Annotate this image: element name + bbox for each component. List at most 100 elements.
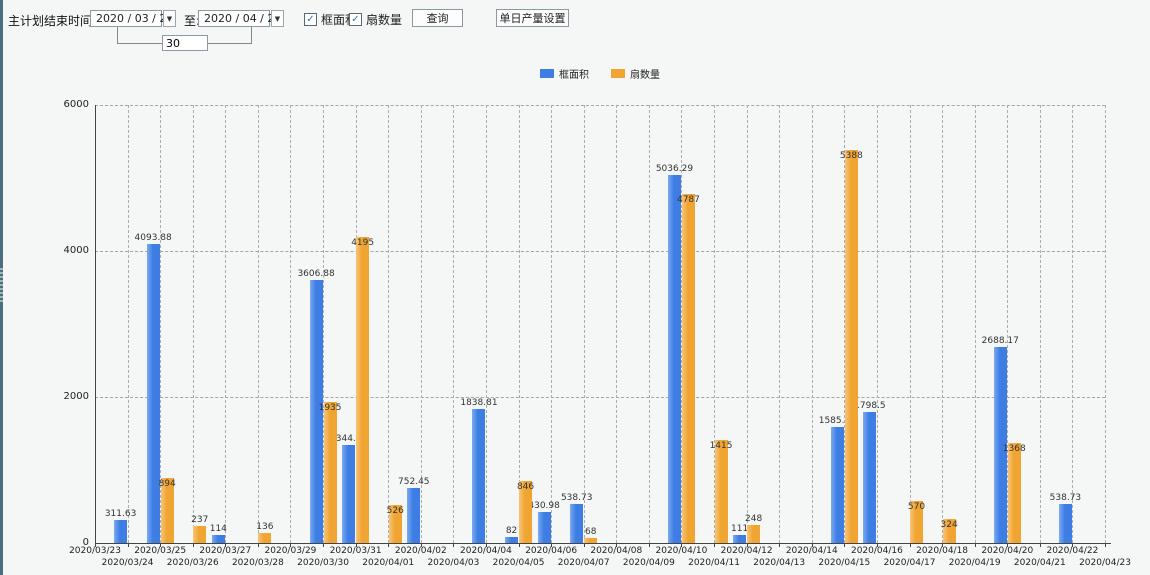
x-tick-mark [1039, 543, 1041, 547]
x-axis-label: 2020/03/28 [231, 558, 284, 568]
x-axis-label: 2020/04/03 [427, 558, 480, 568]
legend-label: 框面积 [559, 70, 589, 81]
x-tick-mark [909, 543, 911, 547]
x-tick-mark [127, 543, 129, 547]
x-gridline [583, 105, 585, 543]
checkbox-frame-area-label: 框面积 [321, 13, 358, 27]
bar-value-label: 5388 [839, 150, 863, 161]
bar-frame-area [211, 534, 225, 543]
x-gridline [746, 105, 748, 543]
plan-end-time-label: 主计划结束时间: [8, 14, 97, 28]
date-to-dropdown-button[interactable]: ▼ [271, 10, 284, 27]
bar-value-label: 68 [584, 527, 597, 538]
x-axis-label: 2020/04/20 [981, 546, 1034, 556]
x-gridline [1105, 105, 1106, 543]
date-from-dropdown-button[interactable]: ▼ [163, 10, 176, 27]
x-tick-mark [876, 543, 878, 547]
x-gridline [420, 105, 422, 543]
bar-fan-count [584, 538, 598, 543]
x-gridline [909, 105, 911, 543]
bar-fan-count [1007, 443, 1021, 543]
x-tick-mark [95, 543, 96, 547]
y-gridline [95, 105, 1105, 106]
checkbox-fan-count[interactable]: ✓ 扇数量 [349, 11, 402, 28]
bar-value-label: 1935 [318, 402, 342, 413]
bar-frame-area [309, 279, 323, 543]
x-tick-mark [746, 543, 748, 547]
x-axis-label: 2020/03/27 [199, 546, 252, 556]
y-axis-line [95, 105, 96, 543]
y-axis-label: 2000 [63, 391, 89, 402]
y-gridline [95, 397, 1105, 398]
x-axis-label: 2020/03/29 [264, 546, 317, 556]
day-count-input[interactable] [162, 35, 208, 51]
bar-value-label: 4787 [676, 194, 700, 205]
x-tick-mark [648, 543, 650, 547]
x-axis-label: 2020/04/04 [460, 546, 512, 556]
bar-fan-count [910, 501, 924, 543]
bar-value-label: 5036.29 [655, 164, 694, 175]
y-axis-label: 0 [82, 537, 89, 548]
bar-fan-count [844, 149, 858, 543]
x-tick-mark [974, 543, 976, 547]
bar-fan-count [388, 504, 402, 543]
connector-line-right [205, 27, 252, 44]
x-tick-mark [616, 543, 618, 547]
bar-value-label: 311.63 [104, 509, 137, 520]
x-gridline [160, 105, 162, 543]
legend-item-frame-area: 框面积 [540, 66, 589, 81]
bar-value-label: 526 [386, 505, 404, 516]
bar-value-label: 114 [209, 523, 227, 534]
x-axis-label: 2020/04/11 [688, 558, 740, 568]
bar-frame-area [146, 244, 160, 543]
x-gridline [714, 105, 716, 543]
x-axis-label: 2020/04/01 [362, 558, 415, 568]
bar-value-label: 538.73 [1049, 492, 1082, 503]
x-tick-mark [192, 543, 194, 547]
bar-frame-area [570, 503, 584, 543]
legend-swatch-icon [611, 69, 625, 78]
x-gridline [974, 105, 976, 543]
x-axis-label: 2020/03/24 [101, 558, 154, 568]
x-tick-mark [420, 543, 422, 547]
x-tick-mark [811, 543, 813, 547]
date-to-input[interactable]: 2020 / 04 / 23 [198, 10, 281, 27]
x-tick-mark [1007, 543, 1009, 547]
bar-value-label: 538.73 [560, 492, 593, 503]
bar-value-label: 570 [907, 502, 926, 513]
x-tick-mark [355, 543, 357, 547]
x-axis-label: 2020/04/05 [492, 558, 545, 568]
checkbox-frame-area[interactable]: ✓ 框面积 [304, 11, 357, 28]
bar-value-label: 248 [745, 513, 763, 524]
x-axis-line [95, 543, 1111, 544]
side-splitter[interactable] [0, 0, 3, 575]
bar-value-label: 111 [731, 523, 749, 534]
date-from-input[interactable]: 2020 / 03 / 24 [90, 10, 173, 27]
x-tick-mark [844, 543, 846, 547]
x-axis-label: 2020/04/06 [525, 546, 578, 556]
bar-value-label: 1585.96 [818, 416, 856, 427]
bar-value-label: 1368 [1002, 444, 1026, 455]
bar-frame-area [1058, 503, 1072, 543]
x-gridline [616, 105, 618, 543]
y-axis-label: 4000 [63, 245, 89, 256]
bar-value-label: 82 [505, 526, 518, 536]
query-button[interactable]: 查询 [412, 9, 463, 27]
x-gridline [323, 105, 325, 543]
y-axis-label: 6000 [63, 99, 89, 110]
x-gridline [648, 105, 650, 543]
checkbox-checked-icon: ✓ [304, 13, 317, 26]
x-axis-label: 2020/03/23 [69, 546, 121, 556]
x-gridline [485, 105, 487, 543]
x-gridline [290, 105, 292, 543]
x-tick-mark [453, 543, 455, 547]
x-axis-label: 2020/04/21 [1013, 558, 1066, 568]
bar-frame-area [667, 175, 681, 543]
bar-value-label: 4093.88 [134, 233, 172, 244]
x-axis-label: 2020/04/18 [916, 546, 969, 556]
x-axis-label: 2020/03/30 [297, 558, 349, 568]
bar-frame-area [114, 520, 128, 543]
daily-output-settings-button[interactable]: 单日产量设置 [496, 9, 569, 27]
